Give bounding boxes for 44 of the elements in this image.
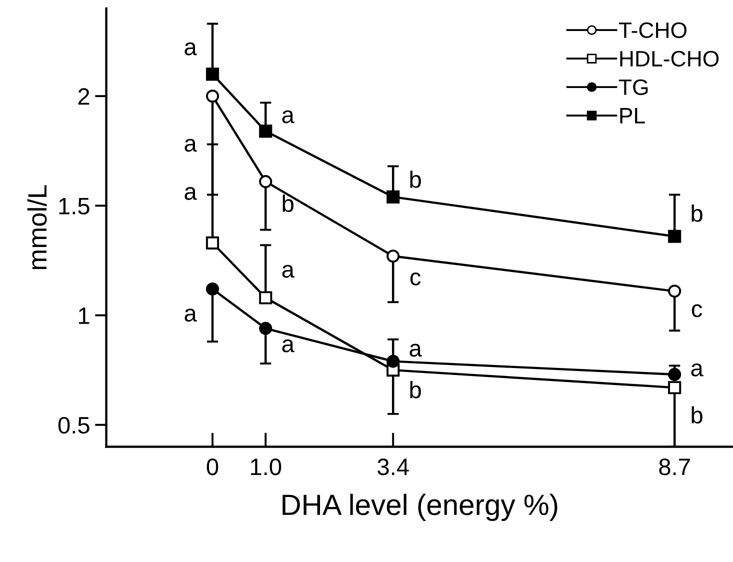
point <box>206 90 220 103</box>
point <box>259 124 272 138</box>
x-axis-title: DHA level (energy %) <box>282 494 558 521</box>
y-tick-label: 1.5 <box>59 198 90 214</box>
point <box>668 284 682 298</box>
point <box>668 230 682 243</box>
legend-label: HDL-CHO <box>620 50 719 67</box>
point <box>259 291 272 304</box>
point <box>206 236 220 250</box>
annotation: a <box>282 339 294 352</box>
point <box>259 175 272 188</box>
annotation: a <box>282 264 294 278</box>
legend-label: TG <box>618 79 648 96</box>
annotation: a <box>410 344 422 357</box>
annotation: a <box>184 187 197 200</box>
annotation: a <box>282 110 294 124</box>
point <box>668 381 682 394</box>
annotation: b <box>410 170 421 188</box>
x-tick-label: 1.0 <box>251 458 282 476</box>
annotation: b <box>410 380 421 398</box>
point <box>386 190 400 204</box>
point <box>386 250 400 263</box>
legend-label: PL <box>620 108 645 124</box>
y-tick-label: 1 <box>78 308 90 324</box>
x-tick-label: 0 <box>206 458 218 476</box>
y-tick-label: 2 <box>78 88 90 105</box>
x-tick-label: 3.4 <box>378 458 409 476</box>
annotation: a <box>184 138 197 152</box>
annotation: b <box>692 406 702 424</box>
legend-label: T-CHO <box>618 22 686 38</box>
annotation: a <box>184 42 197 56</box>
annotation: c <box>692 304 702 318</box>
y-axis-title: mmol/L <box>27 185 47 270</box>
point <box>206 282 220 296</box>
point <box>206 68 220 81</box>
annotation: a <box>691 363 704 376</box>
annotation: a <box>184 308 197 322</box>
annotation: c <box>410 272 421 286</box>
point <box>386 354 400 368</box>
annotation: b <box>692 204 702 222</box>
point <box>259 322 272 335</box>
y-tick-label: 0.5 <box>58 416 90 434</box>
x-tick-label: 8.7 <box>659 458 690 476</box>
annotation: b <box>282 194 294 212</box>
